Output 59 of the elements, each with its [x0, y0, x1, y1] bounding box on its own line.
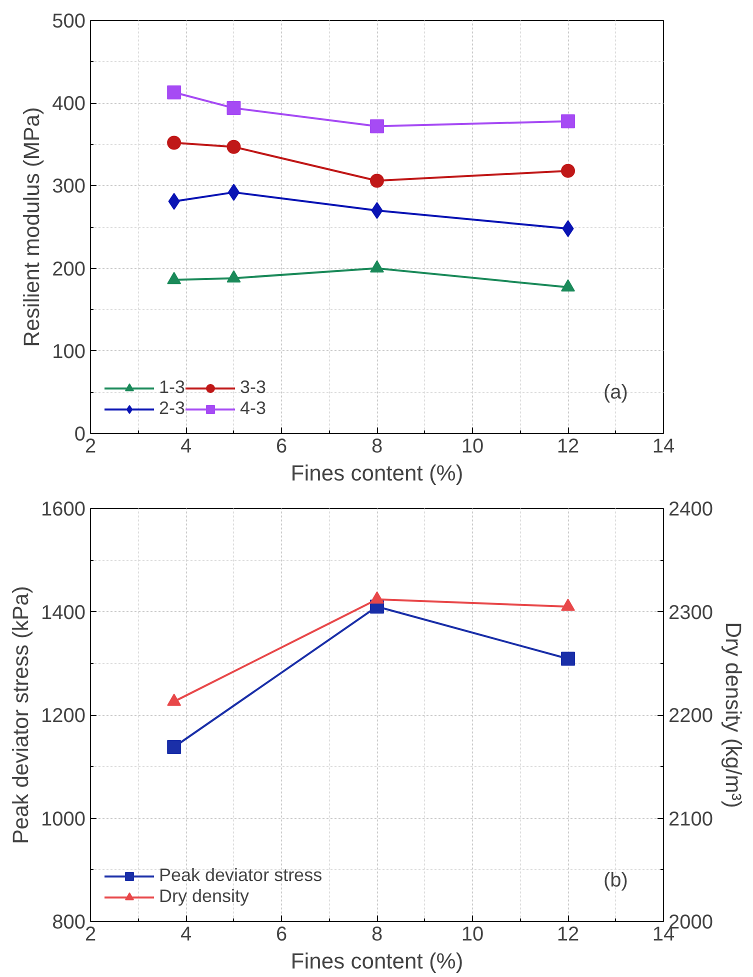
- y2-tick-label: 2200: [668, 705, 713, 727]
- x-axis-title: Fines content (%): [290, 460, 464, 486]
- point: [370, 174, 384, 188]
- point: [561, 652, 575, 666]
- annotation: (a): [604, 382, 628, 404]
- legend-label: 1-3: [159, 377, 186, 398]
- y-tick-label: 1200: [41, 705, 86, 727]
- legend-label: 2-3: [159, 398, 186, 419]
- point: [167, 740, 182, 754]
- x-axis-title: Fines content (%): [290, 948, 464, 974]
- x-tick-label: 10: [461, 924, 484, 946]
- y-tick-label: 500: [52, 10, 86, 32]
- y-tick-label: 0: [74, 424, 86, 446]
- point: [226, 140, 241, 154]
- x-tick-label: 10: [461, 436, 484, 458]
- x-tick-label: 12: [556, 924, 580, 946]
- point: [561, 114, 575, 128]
- y-axis-title: Resilient modulus (MPa): [19, 107, 44, 347]
- point: [561, 164, 575, 178]
- y-tick-label: 100: [52, 340, 86, 363]
- x-tick-label: 12: [556, 436, 580, 458]
- x-tick-label: 2: [84, 924, 96, 946]
- y-axis-title: Peak deviator stress (kPa): [8, 586, 34, 844]
- x-tick-label: 6: [276, 436, 288, 458]
- point: [370, 260, 384, 273]
- y-tick-label: 1400: [41, 602, 86, 624]
- point: [370, 591, 384, 604]
- x-tick-label: 6: [276, 924, 288, 946]
- y-tick-label: 1000: [41, 808, 86, 830]
- y-tick-label: 800: [52, 912, 86, 934]
- point: [167, 694, 182, 706]
- point: [226, 270, 241, 282]
- point: [228, 184, 240, 201]
- legend-label: Dry density: [159, 886, 250, 907]
- point: [561, 598, 575, 611]
- x-tick-label: 4: [180, 924, 192, 946]
- point: [167, 85, 182, 100]
- x-tick-label: 8: [371, 924, 383, 946]
- point: [561, 279, 575, 292]
- x-tick-label: 8: [371, 436, 383, 458]
- x-tick-label: 2: [84, 436, 96, 458]
- y-tick-label: 200: [52, 258, 86, 280]
- y2-tick-label: 2300: [668, 602, 713, 624]
- y2-axis-title: Dry density (kg/m³): [720, 622, 746, 808]
- x-tick-label: 4: [180, 436, 192, 458]
- legend-label: 4-3: [240, 398, 266, 419]
- x-tick-label: 14: [652, 436, 675, 458]
- y-tick-label: 400: [52, 93, 86, 116]
- legend-label: 3-3: [240, 377, 266, 398]
- point: [167, 272, 182, 284]
- annotation: (b): [604, 870, 628, 892]
- point: [226, 101, 241, 116]
- y-tick-label: 300: [52, 176, 86, 198]
- y2-tick-label: 2100: [668, 808, 713, 830]
- point: [370, 119, 384, 134]
- point: [167, 136, 182, 150]
- y-tick-label: 1600: [41, 498, 86, 520]
- y2-tick-label: 2400: [668, 498, 713, 520]
- legend-label: Peak deviator stress: [159, 865, 322, 886]
